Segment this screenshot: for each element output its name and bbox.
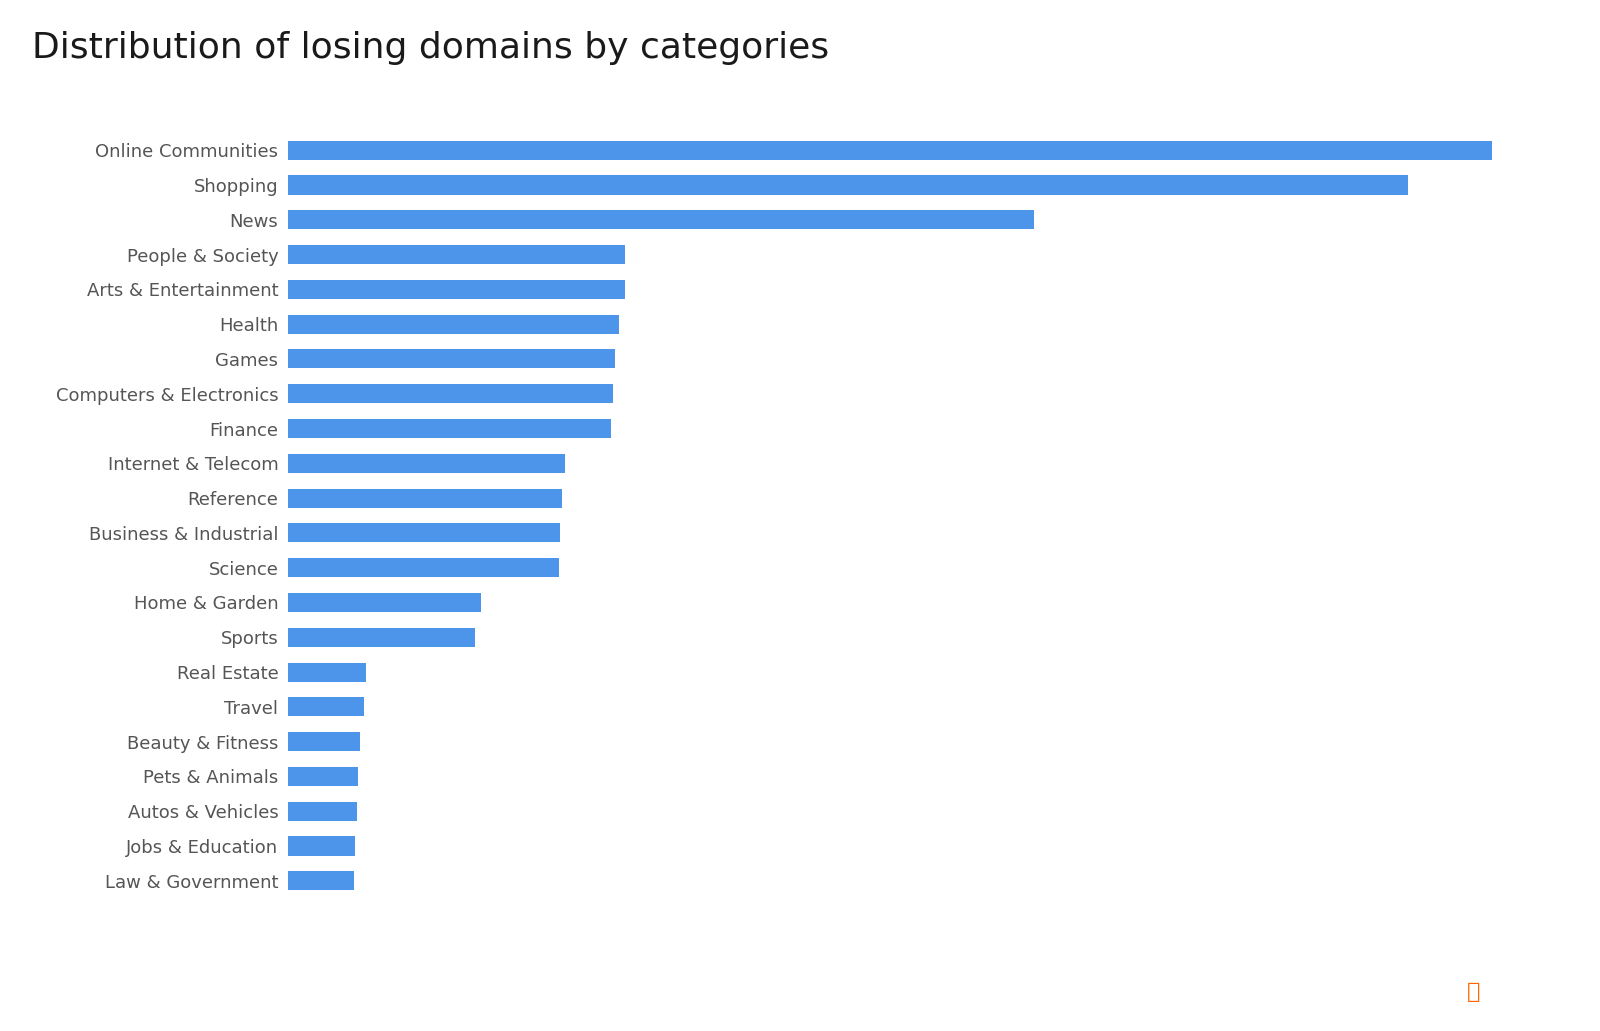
Bar [288,350,616,368]
Bar [288,454,565,473]
Bar [288,314,619,334]
Bar [288,245,626,264]
Text: 🔥: 🔥 [1467,983,1480,1002]
Bar [288,140,1491,160]
Text: Distribution of losing domains by categories: Distribution of losing domains by catego… [32,31,829,65]
Text: SEMRUSH: SEMRUSH [1422,980,1560,1004]
Bar [288,524,560,542]
Bar [288,419,611,438]
Bar [288,836,355,856]
Bar [288,628,475,646]
Bar [288,558,558,577]
Bar [288,593,480,612]
Bar [288,489,563,507]
Bar [288,279,626,299]
Bar [288,767,358,786]
Bar [288,210,1034,229]
Bar [288,697,363,717]
Bar [288,802,357,821]
Bar [288,663,366,681]
Text: semrush.com: semrush.com [40,984,152,1001]
Bar [288,175,1408,195]
Bar [288,732,360,752]
Bar [288,385,613,403]
Bar [288,871,354,891]
